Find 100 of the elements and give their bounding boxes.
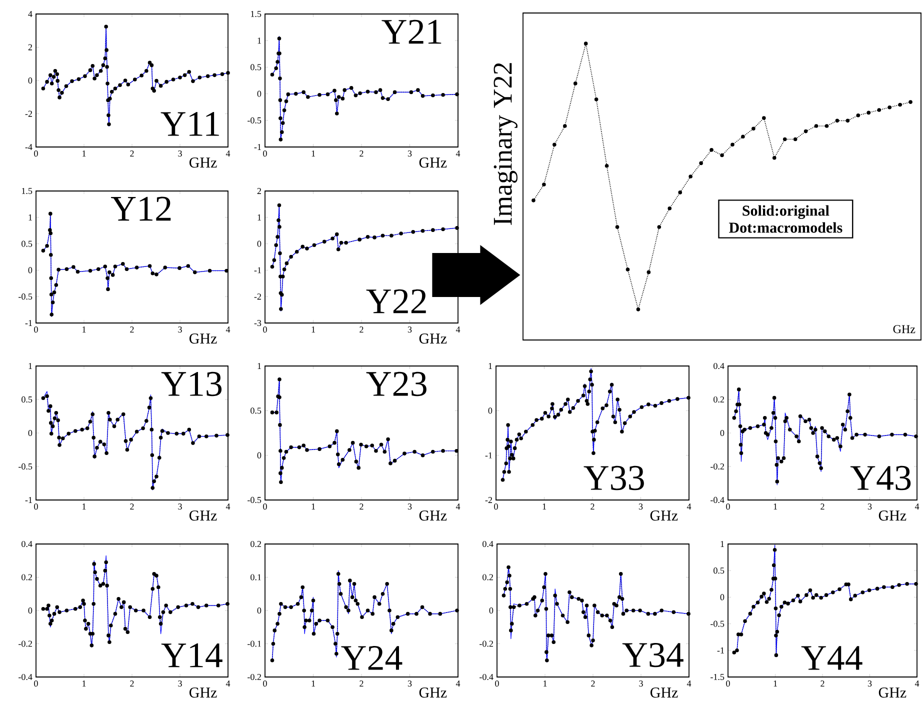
x-tick-label: 3 <box>178 680 182 687</box>
x-tick-label: 1 <box>542 504 546 510</box>
x-tick-label: 1 <box>774 680 777 686</box>
y-tick-label: -2 <box>485 497 492 503</box>
text: Y33 <box>584 466 644 490</box>
x-tick-label: 4 <box>456 150 460 156</box>
y-tick-label: -0.4 <box>480 674 494 680</box>
y-tick-label: -2 <box>25 110 32 117</box>
y-tick-label: 1 <box>488 363 492 369</box>
x-tick-label: 4 <box>226 326 230 332</box>
y-tick-label: 0.5 <box>714 568 724 574</box>
y-tick-label: 0.4 <box>482 540 494 548</box>
x-tick-label: 3 <box>178 504 182 510</box>
x-tick-label: 1 <box>312 326 315 332</box>
y-tick-label: 1.5 <box>22 188 32 194</box>
y-tick-label: 0.5 <box>22 396 32 403</box>
x-tick-label: 4 <box>914 680 920 686</box>
y-tick-label: 0 <box>489 607 494 614</box>
x-tick-label: 1 <box>82 150 86 156</box>
x-tick-label: 0 <box>263 150 267 157</box>
x-tick-label: 4 <box>226 680 230 686</box>
text: Y11 <box>160 112 219 136</box>
annotation: Dot:macromodels <box>729 222 842 233</box>
x-axis-title: GHz <box>893 325 916 334</box>
y-tick-label: 0.2 <box>714 396 724 403</box>
x-tick-label: 0 <box>34 680 38 687</box>
x-axis-title: GHz <box>189 688 217 698</box>
chart-title: Y23 <box>366 372 426 396</box>
text: Y14 <box>161 643 222 668</box>
y-tick-label: 0 <box>720 594 724 600</box>
x-tick-label: 1 <box>312 504 315 510</box>
x-tick-label: 4 <box>686 504 692 510</box>
y-tick-label: 0 <box>488 408 492 414</box>
x-tick-label: 4 <box>686 680 692 686</box>
y-tick-label: 0.4 <box>22 540 32 548</box>
x-tick-label: 0 <box>34 326 38 333</box>
y-tick-label: 1.5 <box>251 10 262 18</box>
chart-title: Y12 <box>111 196 171 221</box>
x-tick-label: 2 <box>130 150 134 156</box>
x-tick-label: 0 <box>494 504 498 510</box>
y-tick-label: -2 <box>254 294 261 300</box>
x-tick-label: 0 <box>34 504 38 510</box>
x-axis-title: GHz <box>189 158 217 168</box>
x-tick-label: 2 <box>820 504 824 510</box>
y-tick-label: 0.2 <box>22 574 32 580</box>
x-axis-title: GHz <box>878 510 906 521</box>
x-tick-label: 2 <box>820 680 824 686</box>
y-tick-label: -1 <box>254 267 261 274</box>
y-tick-label: -0.5 <box>248 496 262 504</box>
x-tick-label: 4 <box>226 504 230 510</box>
x-tick-label: 2 <box>130 680 134 686</box>
x-tick-label: 3 <box>868 504 872 510</box>
x-axis-title: GHz <box>189 334 217 344</box>
x-tick-label: 0 <box>263 326 267 333</box>
y-tick-label: -1 <box>717 647 724 654</box>
y-tick-label: -1 <box>254 144 261 150</box>
x-tick-label: 2 <box>590 504 594 510</box>
x-tick-label: 0 <box>263 680 267 687</box>
x-axis-title: GHz <box>650 510 678 521</box>
y-tick-label: 0.2 <box>250 540 261 548</box>
y-tick-label: -1.5 <box>710 674 724 680</box>
x-tick-label: 3 <box>639 680 643 687</box>
x-tick-label: 0 <box>34 150 38 157</box>
text: Y44 <box>801 646 862 670</box>
x-tick-label: 1 <box>544 680 547 686</box>
y-tick-label: -1 <box>25 320 32 326</box>
x-axis-title: GHz <box>419 334 447 344</box>
y-tick-label: 0.5 <box>250 64 262 70</box>
y-tick-label: -0.2 <box>248 674 261 680</box>
x-tick-label: 2 <box>360 680 364 686</box>
x-tick-label: 4 <box>456 504 460 510</box>
y-tick-label: 1 <box>258 363 261 369</box>
y-tick-label: 0.1 <box>250 574 261 580</box>
y-axis-title: Imaginary Y22 <box>494 63 518 225</box>
x-tick-label: 2 <box>360 504 364 510</box>
y-tick-label: 4 <box>28 11 32 17</box>
y-tick-label: 1 <box>28 214 32 220</box>
x-tick-label: 3 <box>408 680 412 687</box>
y-tick-label: 2 <box>28 44 32 50</box>
x-tick-label: 3 <box>638 504 643 510</box>
y-tick-label: 0 <box>257 607 262 614</box>
y-tick-label: -1 <box>485 452 492 458</box>
x-tick-label: 0 <box>263 504 267 510</box>
x-tick-label: 3 <box>178 326 182 333</box>
annotation: Solid:original <box>742 205 830 219</box>
x-tick-label: 4 <box>226 150 230 156</box>
y-tick-label: 0 <box>257 240 262 247</box>
y-tick-label: 0 <box>28 430 32 436</box>
y-tick-label: -0.2 <box>18 640 32 647</box>
x-axis-title: GHz <box>189 510 217 521</box>
y-tick-label: -0.5 <box>248 117 262 124</box>
x-tick-label: 2 <box>130 504 134 510</box>
y-tick-label: -0.2 <box>480 640 493 647</box>
y-tick-label: -0.4 <box>18 674 32 680</box>
x-axis-title: GHz <box>650 688 678 698</box>
y-tick-label: -1 <box>25 497 32 503</box>
y-tick-label: -0.2 <box>710 463 724 470</box>
y-tick-label: -4 <box>25 144 32 150</box>
y-tick-label: 0.4 <box>714 362 724 370</box>
x-tick-label: 4 <box>914 504 920 510</box>
